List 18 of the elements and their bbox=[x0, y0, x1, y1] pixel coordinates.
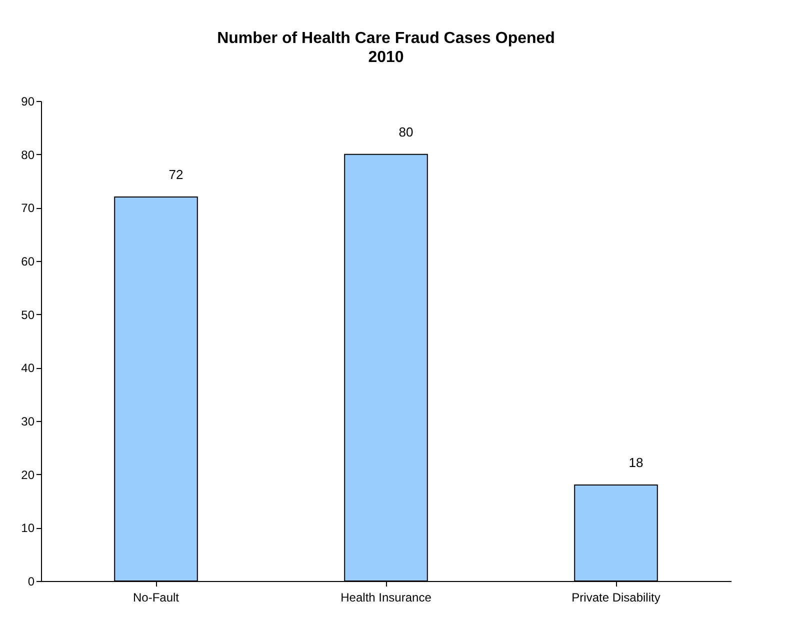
y-tick-label: 40 bbox=[21, 361, 35, 376]
x-tick-label: No-Fault bbox=[132, 590, 180, 604]
y-tick-label: 10 bbox=[21, 521, 35, 536]
x-tick-label: Health Insurance bbox=[340, 590, 432, 604]
data-label: 18 bbox=[628, 455, 644, 470]
y-tick-label: 50 bbox=[21, 308, 35, 322]
y-tick-label: 0 bbox=[28, 574, 35, 588]
y-tick-label: 20 bbox=[21, 468, 35, 482]
chart-title: Number of Health Care Fraud Cases Opened bbox=[217, 30, 555, 47]
data-label: 72 bbox=[168, 167, 184, 182]
y-tick-label: 60 bbox=[21, 254, 35, 268]
y-tick-label: 80 bbox=[21, 148, 35, 162]
y-tick-label: 70 bbox=[21, 201, 35, 216]
chart-subtitle: 2010 bbox=[368, 49, 404, 66]
x-tick-label: Private Disability bbox=[572, 590, 660, 604]
y-tick-label: 90 bbox=[21, 94, 35, 108]
y-tick-label: 30 bbox=[21, 414, 35, 428]
data-label: 80 bbox=[398, 124, 414, 140]
